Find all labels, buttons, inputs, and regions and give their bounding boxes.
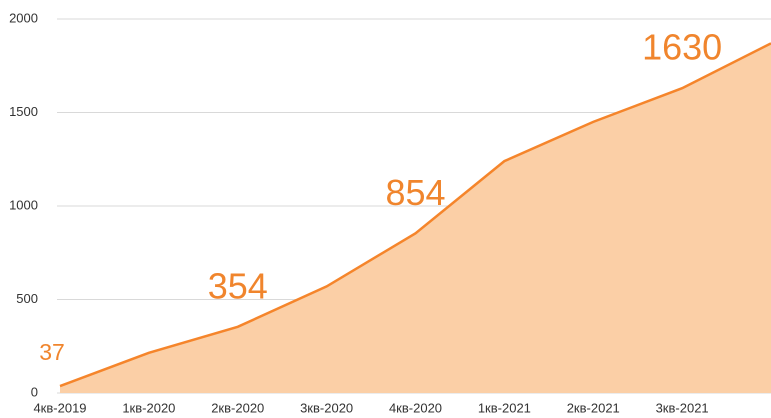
x-tick-label: 3кв-2020	[300, 400, 353, 415]
x-tick-label: 3кв-2021	[656, 400, 709, 415]
y-tick-label: 500	[16, 291, 38, 306]
x-tick-label: 4кв-2020	[389, 400, 442, 415]
y-tick-label: 0	[31, 384, 38, 399]
data-label: 37	[39, 339, 65, 365]
data-label: 354	[208, 265, 268, 306]
y-tick-label: 1000	[9, 197, 38, 212]
x-tick-label: 1кв-2020	[122, 400, 175, 415]
data-label: 1630	[642, 27, 722, 68]
data-label: 854	[385, 172, 445, 213]
line	[59, 42, 771, 388]
x-tick-label: 4кв-2019	[33, 400, 86, 415]
x-tick-label: 2кв-2020	[211, 400, 264, 415]
x-tick-label: 2кв-2021	[567, 400, 620, 415]
y-tick-label: 2000	[9, 10, 38, 25]
x-tick-label: 1кв-2021	[478, 400, 531, 415]
y-tick-label: 1500	[9, 104, 38, 119]
area	[60, 43, 771, 394]
